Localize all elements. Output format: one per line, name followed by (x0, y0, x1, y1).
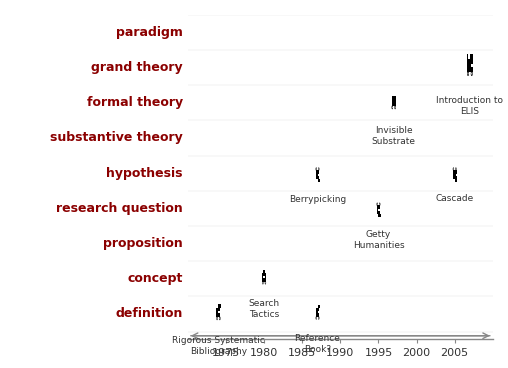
FancyBboxPatch shape (262, 273, 266, 282)
Ellipse shape (265, 282, 266, 284)
Ellipse shape (262, 281, 264, 284)
Text: hypothesis: hypothesis (106, 167, 183, 180)
Ellipse shape (318, 316, 320, 320)
Text: grand theory: grand theory (91, 61, 183, 74)
Ellipse shape (392, 106, 393, 108)
Ellipse shape (265, 281, 266, 284)
Text: Search
Tactics: Search Tactics (248, 299, 280, 319)
Ellipse shape (379, 202, 380, 206)
Ellipse shape (467, 72, 468, 75)
Ellipse shape (376, 202, 378, 206)
Ellipse shape (455, 167, 457, 171)
Text: Cascade: Cascade (435, 194, 474, 203)
Text: concept: concept (128, 272, 183, 285)
Text: definition: definition (115, 307, 183, 321)
Text: Introduction to
ELIS: Introduction to ELIS (436, 96, 503, 117)
Text: Getty
Humanities: Getty Humanities (353, 230, 404, 250)
Text: formal theory: formal theory (87, 96, 183, 109)
Ellipse shape (392, 106, 393, 109)
FancyBboxPatch shape (216, 308, 220, 317)
Text: substantive theory: substantive theory (50, 131, 183, 144)
Text: research question: research question (56, 202, 183, 215)
Ellipse shape (471, 71, 473, 76)
Bar (472, 54, 473, 59)
FancyBboxPatch shape (392, 96, 396, 106)
Text: Rigorous Systematic
Bibliography: Rigorous Systematic Bibliography (172, 336, 265, 356)
Text: Invisible
Substrate: Invisible Substrate (372, 125, 416, 146)
FancyBboxPatch shape (467, 59, 472, 72)
Ellipse shape (219, 318, 220, 319)
Text: paradigm: paradigm (116, 26, 183, 39)
FancyBboxPatch shape (453, 170, 457, 178)
Ellipse shape (315, 316, 317, 320)
Ellipse shape (471, 72, 472, 75)
Ellipse shape (453, 167, 454, 171)
FancyBboxPatch shape (315, 308, 320, 317)
Text: Berrypicking: Berrypicking (289, 195, 346, 204)
Ellipse shape (453, 168, 454, 170)
Ellipse shape (219, 316, 220, 320)
Ellipse shape (395, 106, 396, 108)
Ellipse shape (315, 167, 317, 171)
Ellipse shape (394, 106, 396, 109)
Bar (472, 64, 473, 67)
Bar (471, 54, 472, 59)
Bar (471, 64, 472, 67)
Bar (467, 64, 468, 67)
Ellipse shape (379, 204, 380, 205)
Ellipse shape (467, 71, 469, 76)
FancyBboxPatch shape (376, 205, 380, 214)
Text: Reference
Book?: Reference Book? (295, 335, 340, 354)
Text: proposition: proposition (103, 237, 183, 250)
Bar (467, 54, 468, 59)
Ellipse shape (216, 316, 218, 320)
Ellipse shape (318, 167, 320, 171)
FancyBboxPatch shape (315, 170, 320, 178)
